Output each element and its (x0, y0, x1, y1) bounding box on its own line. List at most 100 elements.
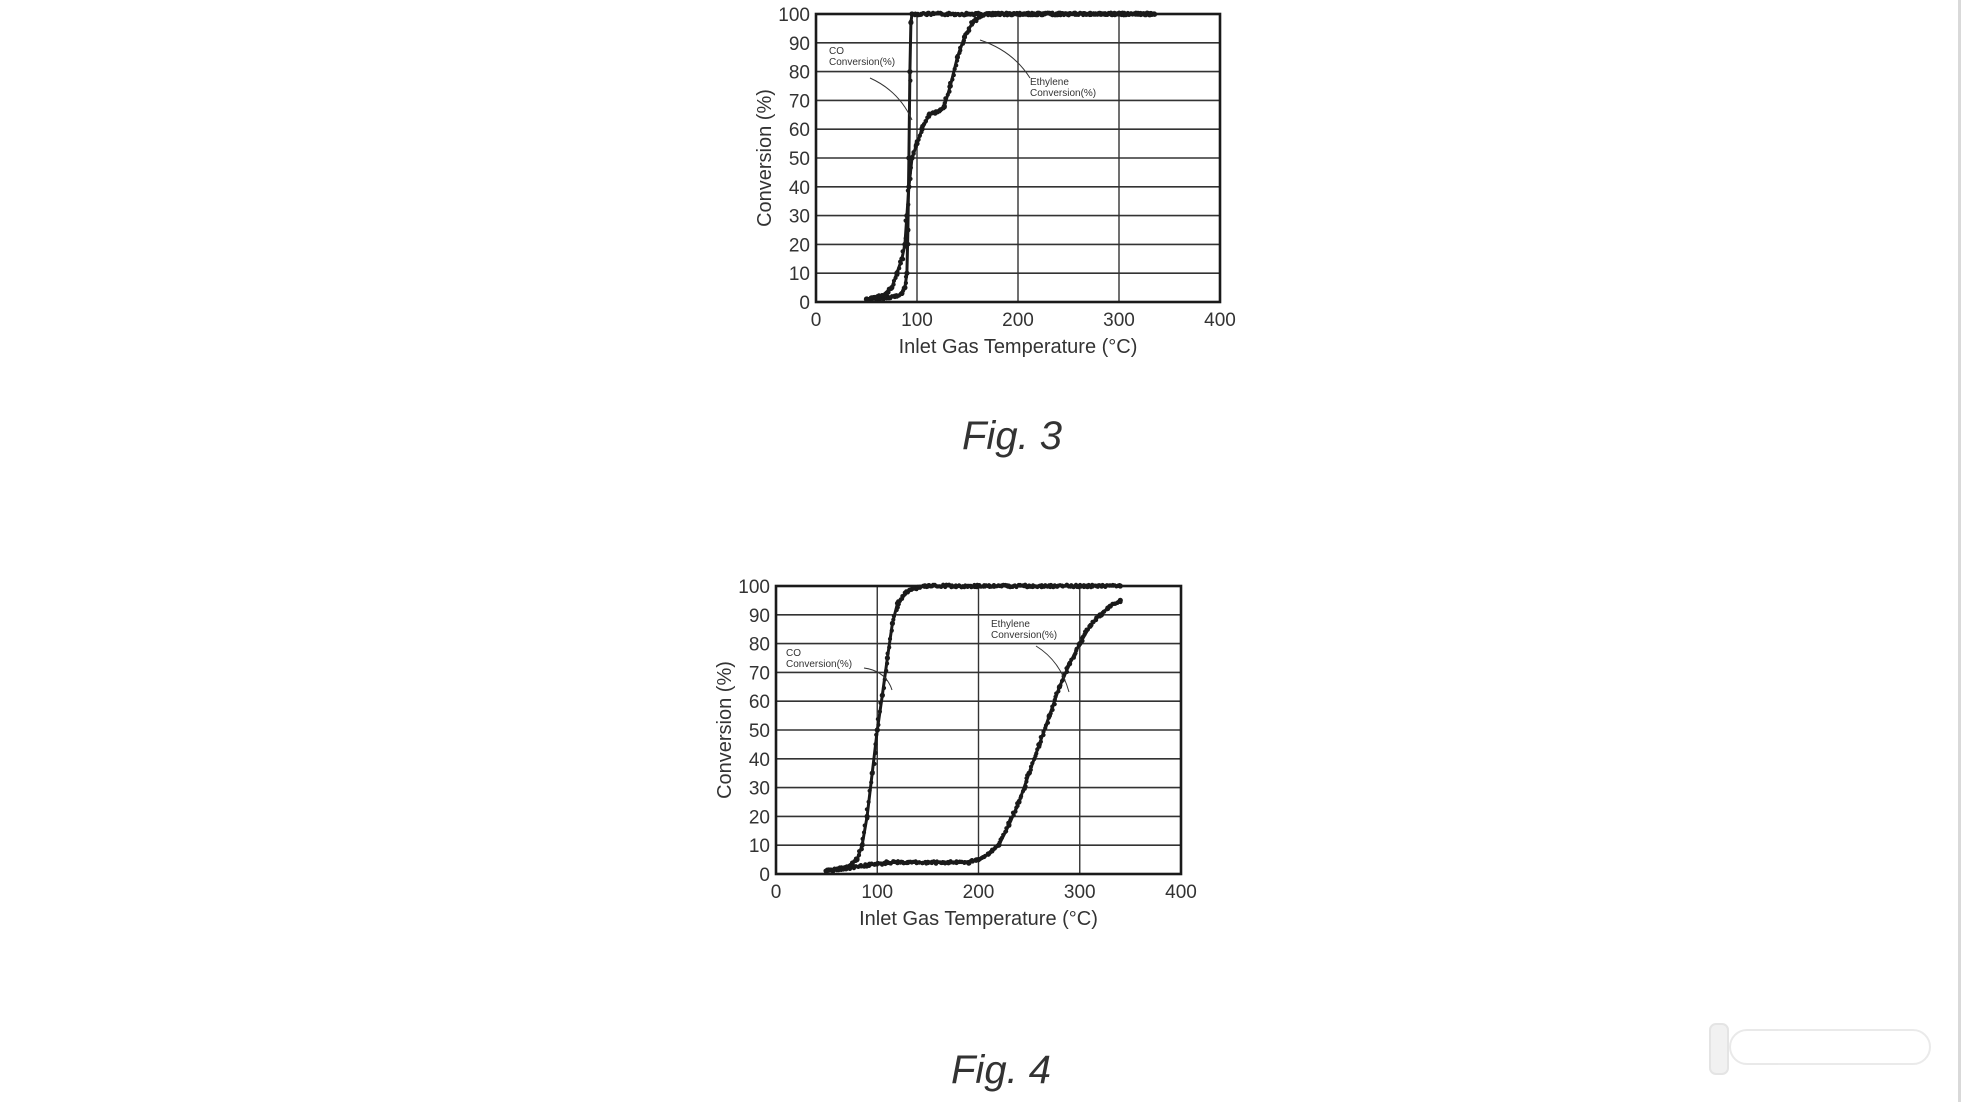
right-edge-divider (1958, 0, 1961, 1102)
data-marker (1028, 764, 1034, 769)
data-marker (1074, 646, 1079, 652)
data-marker (1001, 832, 1006, 837)
x-tick-label: 200 (1002, 310, 1034, 331)
y-tick-label: 70 (789, 91, 810, 112)
annotation-label: Ethylene Conversion(%) (1030, 77, 1096, 99)
data-marker (911, 150, 916, 155)
annotation-ethylene: Ethylene Conversion(%) (991, 619, 1070, 693)
data-marker (1046, 714, 1051, 719)
scrollbar-thumb-icon (1709, 1023, 1931, 1075)
data-marker (1013, 809, 1018, 814)
data-marker (893, 275, 898, 280)
data-marker (873, 742, 878, 747)
data-marker (908, 176, 913, 181)
data-marker (888, 861, 893, 866)
data-marker (877, 709, 883, 714)
data-marker (1118, 599, 1123, 605)
data-marker (923, 119, 929, 124)
data-marker (1152, 12, 1157, 17)
y-tick-label: 50 (749, 721, 770, 742)
data-marker (1024, 779, 1029, 784)
data-marker (958, 45, 963, 50)
tick-labels: 0 10 20 30 40 50 60 70 80 90 100 0 100 200 300 400 (738, 577, 1197, 903)
data-marker (860, 836, 865, 842)
data-marker (903, 280, 909, 286)
y-tick-label: 60 (749, 692, 770, 713)
data-marker (1058, 683, 1063, 688)
data-marker (900, 249, 905, 254)
data-marker (870, 770, 875, 775)
data-marker (885, 661, 890, 666)
annotation-co: CO Conversion(%) (786, 648, 893, 691)
data-marker (908, 78, 913, 83)
data-marker (1008, 816, 1014, 821)
data-marker (906, 202, 911, 207)
data-marker (903, 218, 908, 223)
data-marker (1056, 689, 1061, 694)
y-tick-label: 30 (789, 207, 810, 228)
data-marker (885, 651, 890, 656)
y-tick-label: 0 (759, 865, 770, 886)
x-tick-label: 200 (963, 882, 995, 903)
x-tick-label: 300 (1103, 310, 1135, 331)
data-marker (903, 274, 909, 279)
annotation-ethylene: Ethylene Conversion(%) (979, 39, 1096, 99)
data-marker (897, 266, 902, 271)
data-marker (861, 830, 867, 835)
data-marker (947, 89, 952, 94)
data-marker (1050, 707, 1055, 713)
data-marker (905, 188, 911, 193)
y-tick-label: 20 (749, 807, 770, 828)
data-marker (1030, 761, 1035, 766)
y-axis-title: Conversion (%) (714, 661, 736, 799)
data-marker (1117, 583, 1122, 588)
annotation-co: CO Conversion(%) (829, 46, 913, 121)
data-marker (875, 717, 881, 722)
y-tick-label: 90 (789, 34, 810, 55)
data-marker (919, 129, 924, 135)
x-tick-label: 100 (861, 882, 893, 903)
annotation-leader-line (869, 77, 913, 121)
data-marker (864, 807, 870, 812)
data-marker (1053, 694, 1058, 699)
annotation-leader-line (1035, 645, 1070, 693)
data-marker (1102, 609, 1107, 614)
data-marker (866, 799, 871, 805)
data-marker (860, 841, 865, 847)
annotation-label: Ethylene Conversion(%) (991, 619, 1057, 641)
data-marker (891, 614, 897, 619)
x-tick-label: 100 (901, 310, 933, 331)
data-marker (1041, 732, 1046, 738)
data-marker (872, 761, 877, 767)
data-marker (901, 286, 906, 291)
data-marker (982, 853, 988, 859)
data-marker (891, 282, 896, 287)
y-tick-label: 40 (789, 178, 810, 199)
data-marker (895, 605, 900, 610)
x-axis-title: Inlet Gas Temperature (°C) (899, 336, 1138, 358)
y-axis-title: Conversion (%) (754, 89, 776, 227)
data-marker (1041, 729, 1046, 734)
data-marker (887, 645, 892, 650)
data-marker (867, 788, 872, 793)
data-marker (874, 732, 879, 737)
annotation-leader-line (979, 39, 1031, 79)
y-tick-label: 60 (789, 120, 810, 141)
y-tick-label: 80 (749, 635, 770, 656)
data-marker (1034, 751, 1039, 756)
data-marker (966, 26, 971, 31)
y-tick-label: 10 (789, 264, 810, 285)
data-marker (1089, 623, 1094, 628)
y-tick-label: 20 (789, 235, 810, 256)
data-marker (961, 38, 967, 43)
data-marker (865, 816, 870, 821)
data-marker (948, 80, 953, 86)
data-marker (917, 133, 923, 138)
data-marker (908, 165, 914, 170)
data-marker (901, 257, 906, 262)
data-marker (1023, 784, 1028, 789)
data-marker (902, 244, 908, 249)
annotation-label: CO Conversion(%) (786, 648, 852, 670)
data-marker (916, 137, 921, 142)
